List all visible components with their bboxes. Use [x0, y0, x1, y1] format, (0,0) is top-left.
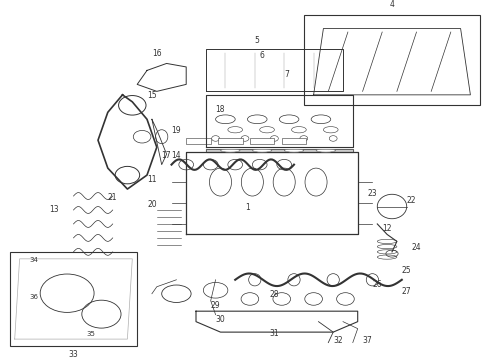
Bar [304, 15, 480, 105]
Text: 15: 15 [147, 91, 157, 100]
Text: 33: 33 [69, 350, 78, 359]
Text: 32: 32 [333, 336, 343, 345]
Ellipse shape [220, 149, 240, 152]
Text: 5: 5 [255, 36, 260, 45]
Text: 35: 35 [86, 330, 95, 337]
Bar [186, 139, 211, 144]
Text: 6: 6 [260, 51, 265, 60]
Text: 26: 26 [372, 280, 382, 289]
Text: 19: 19 [172, 126, 181, 135]
Text: 29: 29 [211, 301, 220, 310]
Text: 22: 22 [407, 196, 416, 205]
Bar [282, 139, 306, 144]
Text: 21: 21 [108, 193, 117, 202]
Text: 18: 18 [216, 105, 225, 114]
Text: 4: 4 [390, 0, 394, 9]
Bar [218, 139, 243, 144]
Text: 7: 7 [284, 71, 289, 80]
Text: 20: 20 [147, 199, 157, 208]
Text: 37: 37 [363, 336, 372, 345]
Text: 24: 24 [412, 243, 421, 252]
Text: 14: 14 [172, 150, 181, 159]
Text: 36: 36 [29, 294, 38, 300]
Ellipse shape [252, 149, 272, 152]
Text: 17: 17 [162, 150, 172, 159]
Text: 31: 31 [270, 329, 279, 338]
Text: 25: 25 [402, 266, 412, 275]
Polygon shape [206, 149, 353, 152]
Text: 30: 30 [216, 315, 225, 324]
Bar [10, 252, 137, 346]
Text: 23: 23 [368, 189, 377, 198]
Ellipse shape [284, 149, 304, 152]
Ellipse shape [316, 149, 336, 152]
Text: 28: 28 [270, 290, 279, 299]
Text: 12: 12 [382, 224, 392, 233]
Text: 16: 16 [152, 49, 162, 58]
Text: 1: 1 [245, 203, 250, 212]
Text: 34: 34 [29, 257, 38, 263]
Text: 11: 11 [147, 175, 156, 184]
Text: 13: 13 [49, 205, 59, 214]
Bar [250, 139, 274, 144]
Text: 27: 27 [402, 287, 412, 296]
